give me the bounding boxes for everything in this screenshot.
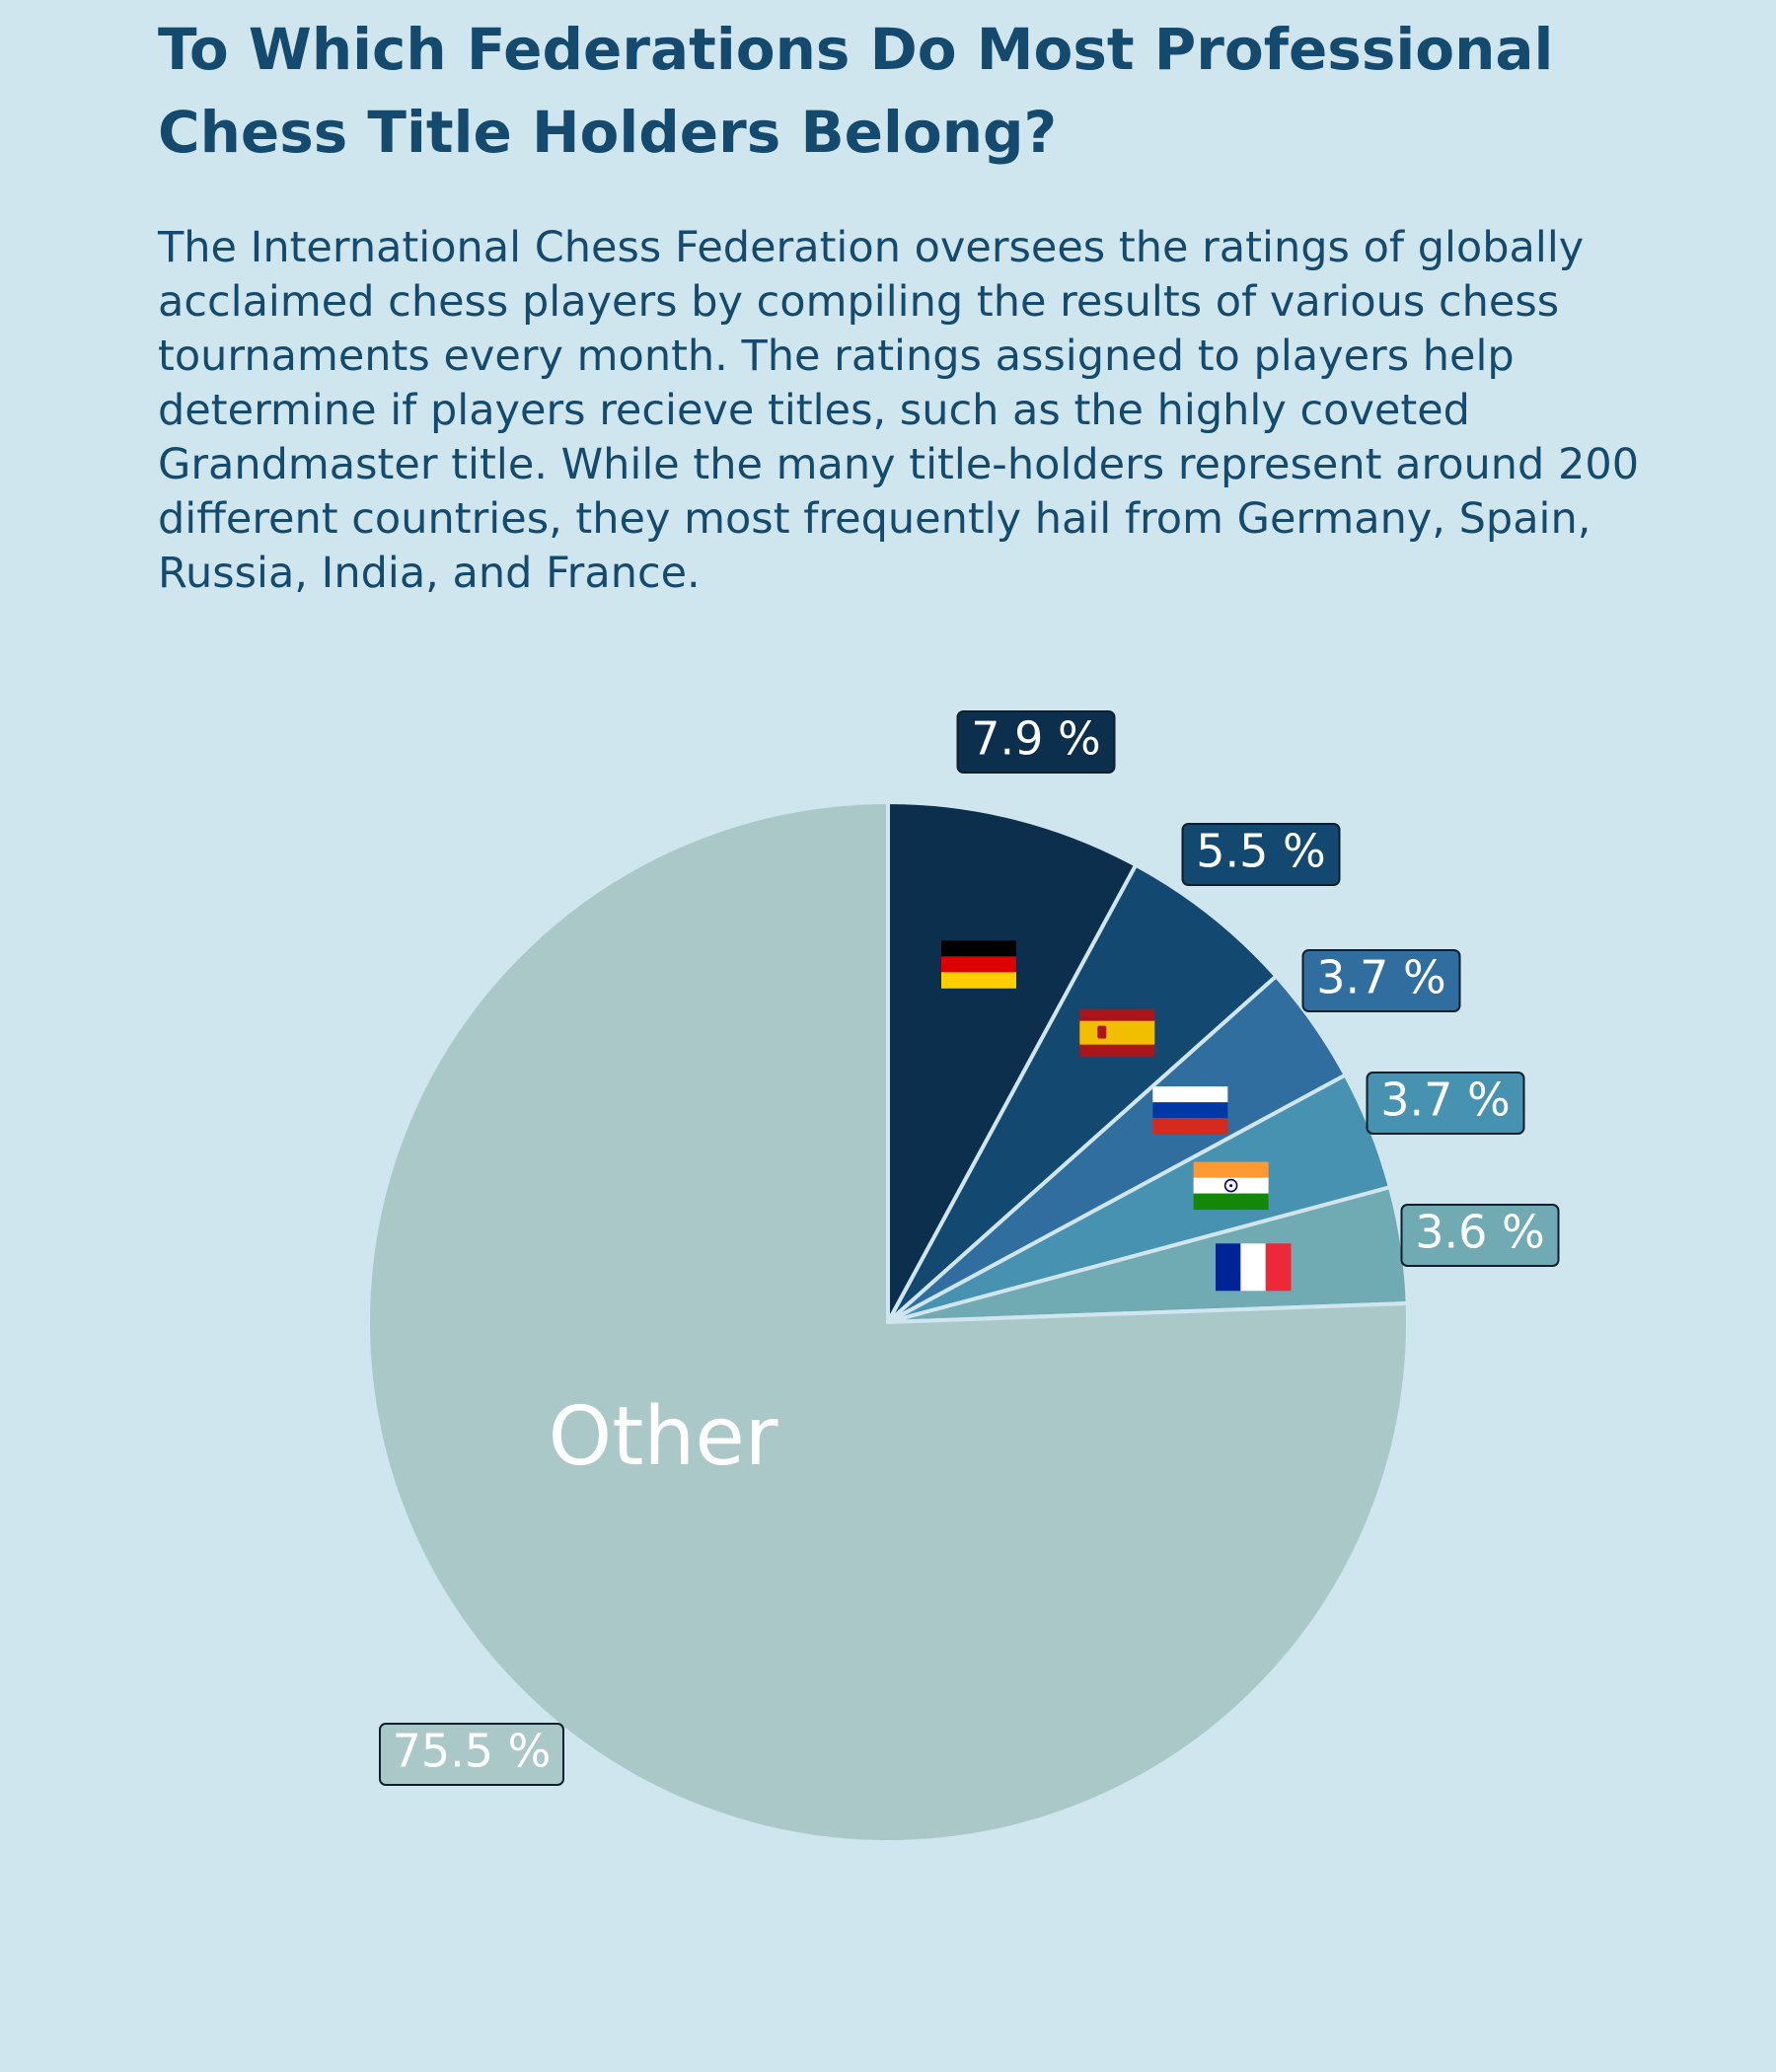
data-labels: 7.9 % 5.5 % 3.7 % 3.7 % 3.6 % 75.5 %	[379, 710, 1560, 1786]
india-flag	[1193, 1161, 1269, 1211]
data-label-india: 3.7 %	[1366, 1072, 1525, 1135]
data-label-russia: 3.7 %	[1301, 949, 1461, 1012]
pie-slices	[366, 800, 1411, 1844]
flag-icons: Other	[549, 940, 1292, 1484]
france-flag	[1216, 1243, 1292, 1292]
data-label-france: 3.6 %	[1400, 1204, 1560, 1267]
data-label-germany: 7.9 %	[956, 710, 1116, 774]
data-label-other: 75.5 %	[379, 1723, 564, 1786]
data-label-box	[1400, 1204, 1560, 1267]
germany-flag	[941, 940, 1017, 989]
data-label-spain: 5.5 %	[1181, 823, 1341, 886]
data-label-box	[1181, 823, 1341, 886]
data-label-box	[379, 1723, 564, 1786]
data-label-text: 5.5 %	[1196, 825, 1326, 878]
chart-title: To Which Federations Do Most Professiona…	[158, 16, 1554, 166]
data-label-text: 7.9 %	[971, 712, 1101, 766]
data-label-box	[1301, 949, 1461, 1012]
russia-flag	[1152, 1086, 1228, 1135]
data-label-text: 3.7 %	[1380, 1073, 1511, 1127]
pie-slice-other	[366, 800, 1411, 1844]
pie-slice-germany	[886, 800, 1139, 1324]
data-label-box	[1366, 1072, 1525, 1135]
data-label-text: 3.7 %	[1316, 951, 1446, 1004]
chart-description: The International Chess Federation overs…	[158, 223, 1640, 598]
slice-inner-label-other: Other	[549, 1390, 778, 1484]
data-label-box	[956, 710, 1116, 774]
data-label-text: 3.6 %	[1415, 1206, 1545, 1259]
pie-slice-spain	[886, 862, 1279, 1324]
spain-flag	[1079, 1008, 1155, 1057]
data-label-text: 75.5 %	[393, 1725, 552, 1778]
